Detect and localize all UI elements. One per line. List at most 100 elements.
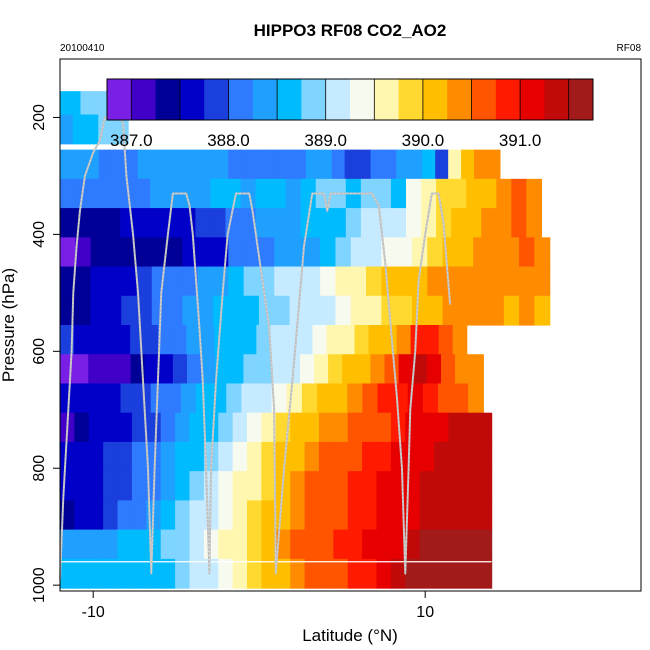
heatmap-cell [519,237,535,268]
heatmap-cell [186,325,201,355]
heatmap-cell [304,471,320,501]
heatmap-cell [189,471,205,501]
heatmap-cell [328,354,343,385]
y-tick-label: 600 [31,338,48,365]
heatmap-cell [175,412,191,443]
heatmap-cell [503,266,520,297]
heatmap-cell [103,441,119,472]
heatmap-cell [398,354,414,385]
heatmap-cell [340,325,356,355]
heatmap-cell [77,114,82,145]
heatmap-cell [426,354,442,385]
heatmap-cell [344,149,359,180]
heatmap-cell [289,237,306,268]
heatmap-cell [462,441,478,472]
heatmap-cell [534,295,551,326]
heatmap-cell [473,266,490,297]
heatmap-cell [160,500,176,531]
heatmap-cell [357,149,372,180]
heatmap-cell [304,266,321,297]
x-tick-label: 10 [416,604,434,621]
heatmap-cell [333,500,349,531]
heatmap-cell [301,383,318,414]
heatmap-cell [165,383,182,414]
heatmap-cell [80,91,86,121]
heatmap-cell [228,237,245,268]
heatmap-cell [72,91,77,121]
heatmap-cell [335,295,352,326]
heatmap-cell [315,208,332,238]
heatmap-cell [396,266,413,297]
heatmap-cell [362,529,378,560]
heatmap-cell [167,237,184,268]
heatmap-cell [85,114,91,145]
heatmap-cell [440,354,456,385]
heatmap-cell [182,266,199,297]
heatmap-cell [85,149,100,180]
heatmap-cell [255,208,272,238]
heatmap-cell [335,266,352,297]
heatmap-cell [105,178,121,209]
heatmap-cell [242,325,257,355]
heatmap-cell [290,558,306,589]
heatmap-cell [203,412,219,443]
heatmap-cell [481,178,497,209]
heatmap-cell [75,383,91,414]
heatmap-cell [74,412,90,443]
heatmap-cell [175,471,191,501]
heatmap-cell [419,529,435,560]
heatmap-cell [88,91,94,121]
heatmap-cell [451,178,467,209]
heatmap-cell [175,500,191,531]
colorbar-swatch [520,79,545,120]
heatmap-cell [189,149,203,180]
heatmap-cell [247,441,263,472]
heatmap-cell [462,529,478,560]
heatmap-cell [167,266,184,297]
heatmap-cell [477,471,493,501]
heatmap-cell [488,295,505,326]
heatmap-cell [362,412,378,443]
heatmap-cell [195,208,212,238]
heatmap-cell [442,295,459,326]
heatmap-cell [390,208,407,238]
heatmap-cell [243,354,259,385]
colorbar-swatch [568,79,594,120]
heatmap-cell [117,529,133,560]
heatmap-cell [275,441,291,472]
colorbar-tick-label: 390.0 [402,131,445,150]
heatmap-cell [511,178,527,209]
heatmap-cell [88,441,104,472]
heatmap-cell [103,412,119,443]
heatmap-cell [486,149,501,180]
heatmap-cell [427,266,444,297]
heatmap-cell [197,266,214,297]
y-tick-label: 200 [31,104,48,131]
heatmap-cell [474,149,488,180]
heatmap-cell [74,500,90,531]
heatmap-cell [332,383,348,414]
heatmap-cell [448,149,462,180]
heatmap-cell [60,178,76,209]
heatmap-cell [289,266,306,297]
heatmap-cell [180,178,196,209]
heatmap-cell [105,266,122,297]
heatmap-cell [202,149,216,180]
heatmap-cell [146,529,162,560]
heatmap-cell [275,500,291,531]
heatmap-cell [335,237,352,268]
heatmap-cell [313,354,329,385]
heatmap-cell [318,149,333,180]
heatmap-cell [160,529,176,560]
heatmap-cell [421,178,437,209]
heatmap-cell [105,383,122,414]
heatmap-cell [146,558,162,589]
heatmap-cell [396,295,413,326]
heatmap-cell [150,149,165,180]
heatmap-cell [105,237,122,268]
heatmap-cell [405,412,421,443]
heatmap-cell [232,558,248,589]
heatmap-cell [318,558,334,589]
heatmap-cell [390,441,406,472]
heatmap-cell [68,91,73,121]
